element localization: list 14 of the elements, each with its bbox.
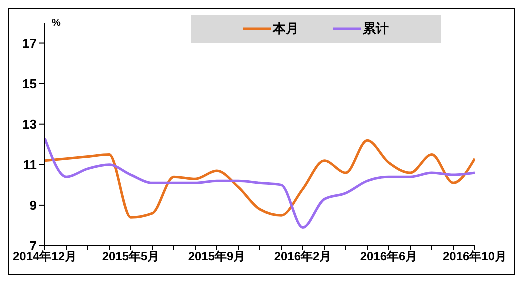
x-tick-label: 2014年12月 [12,250,78,264]
x-tick-label: 2016年6月 [360,250,418,264]
x-tick-label: 2016年2月 [274,250,332,264]
x-tick-label: 2015年5月 [102,250,160,264]
y-axis-title: % [52,18,61,29]
y-tick-label: 13 [22,116,37,132]
y-tick-label: 17 [22,36,37,51]
x-tick-label: 2016年10月 [442,250,508,264]
y-tick-label: 15 [22,76,37,92]
legend-label: 累计 [363,20,389,38]
y-tick-label: 9 [30,198,37,214]
y-tick-label: 11 [23,158,37,173]
x-tick-label: 2015年9月 [188,250,246,264]
legend-label: 本月 [273,20,299,38]
